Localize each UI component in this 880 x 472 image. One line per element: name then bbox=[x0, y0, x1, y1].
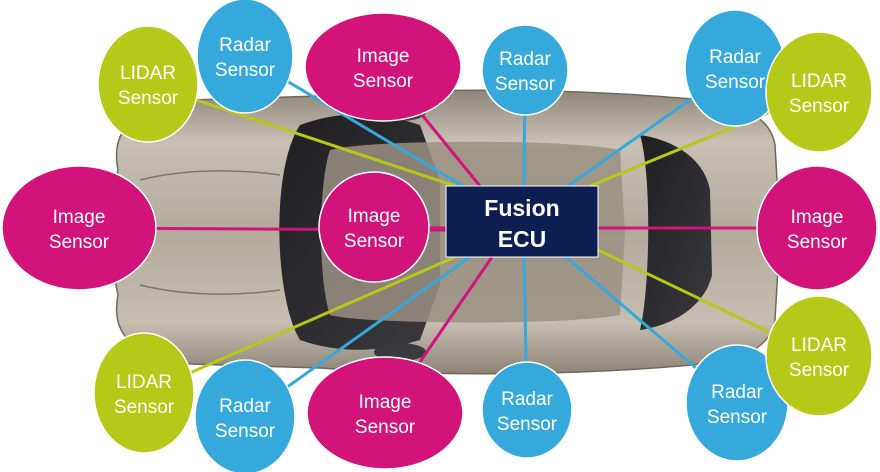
sensor-label-line1: Image bbox=[357, 46, 410, 67]
sensor-node-lidar-front-left: LIDAR Sensor bbox=[97, 25, 199, 143]
fusion-ecu-label-line2: ECU bbox=[498, 226, 547, 252]
sensor-label-line2: Sensor bbox=[114, 397, 175, 418]
sensor-label-line1: Image bbox=[348, 206, 401, 227]
sensor-node-image-rear: Image Sensor bbox=[306, 356, 464, 470]
sensor-node-radar-rear-center: Radar Sensor bbox=[481, 361, 573, 459]
sensor-label-line1: Radar bbox=[219, 396, 271, 417]
fusion-ecu-box: Fusion ECU bbox=[445, 185, 599, 258]
sensor-label-line1: Image bbox=[791, 207, 844, 228]
fusion-ecu-label-line1: Fusion bbox=[484, 195, 559, 221]
sensor-label-line2: Sensor bbox=[789, 360, 850, 381]
sensor-label-line2: Sensor bbox=[118, 88, 179, 109]
car-hood-line bbox=[139, 170, 281, 295]
sensor-label-line1: Radar bbox=[219, 35, 271, 56]
sensor-label-line1: LIDAR bbox=[791, 335, 847, 356]
sensor-ellipse-image-front-left bbox=[304, 12, 462, 122]
sensor-label-line2: Sensor bbox=[353, 71, 414, 92]
sensor-label-line1: Image bbox=[53, 207, 106, 228]
sensor-node-radar-front-left: Radar Sensor bbox=[196, 0, 294, 114]
sensor-label-line2: Sensor bbox=[355, 417, 416, 438]
sensor-ellipse-radar-front-left bbox=[196, 0, 294, 114]
sensor-label-line2: Sensor bbox=[49, 232, 110, 253]
sensor-ellipse-radar-front-center bbox=[481, 24, 569, 116]
sensor-node-lidar-front-right: LIDAR Sensor bbox=[765, 31, 873, 153]
sensor-node-radar-front-right: Radar Sensor bbox=[684, 9, 786, 127]
sensor-ellipse-lidar-front-left bbox=[97, 25, 199, 143]
connector-lidar-front-left bbox=[147, 82, 456, 188]
sensor-ellipse-lidar-front-right bbox=[765, 31, 873, 153]
sensor-label-line2: Sensor bbox=[215, 421, 276, 442]
sensor-ellipse-radar-rear-center bbox=[481, 361, 573, 459]
sensor-node-radar-rear-left: Radar Sensor bbox=[194, 359, 296, 472]
sensor-ellipse-radar-rear-left bbox=[194, 359, 296, 472]
sensor-ellipse-image-center bbox=[318, 171, 430, 283]
sensor-node-image-center: Image Sensor bbox=[318, 171, 430, 283]
sensor-label-line1: Radar bbox=[499, 49, 551, 70]
sensor-ellipse-image-rear bbox=[306, 356, 464, 470]
connector-lidar-rear-left bbox=[143, 255, 456, 395]
sensor-label-line1: Image bbox=[359, 392, 412, 413]
sensor-node-lidar-rear-left: LIDAR Sensor bbox=[93, 332, 195, 454]
sensor-ellipse-image-left bbox=[1, 165, 157, 291]
sensor-ellipse-lidar-rear-right bbox=[765, 295, 873, 417]
car-rear-window bbox=[640, 135, 712, 330]
sensor-node-lidar-rear-right: LIDAR Sensor bbox=[765, 295, 873, 417]
sensor-label-line1: LIDAR bbox=[791, 71, 847, 92]
sensor-label-line2: Sensor bbox=[707, 407, 768, 428]
sensor-label-line1: Radar bbox=[711, 382, 763, 403]
sensor-node-image-right: Image Sensor bbox=[756, 165, 878, 291]
sensor-node-image-front-left: Image Sensor bbox=[304, 12, 462, 122]
fusion-ecu-rect bbox=[445, 185, 599, 258]
sensor-label-line2: Sensor bbox=[495, 74, 556, 95]
sensor-label-line1: LIDAR bbox=[120, 63, 176, 84]
sensor-label-line1: LIDAR bbox=[116, 372, 172, 393]
sensor-label-line2: Sensor bbox=[789, 96, 850, 117]
sensor-label-line2: Sensor bbox=[497, 414, 558, 435]
sensor-ellipse-image-right bbox=[756, 165, 878, 291]
sensor-node-image-left: Image Sensor bbox=[1, 165, 157, 291]
sensor-label-line1: Radar bbox=[709, 47, 761, 68]
sensor-label-line2: Sensor bbox=[215, 60, 276, 81]
sensor-label-line2: Sensor bbox=[344, 231, 405, 252]
sensor-label-line1: Radar bbox=[501, 389, 553, 410]
sensor-label-line2: Sensor bbox=[787, 232, 848, 253]
sensor-label-line2: Sensor bbox=[705, 72, 766, 93]
sensor-node-radar-front-center: Radar Sensor bbox=[481, 24, 569, 116]
sensor-ellipse-lidar-rear-left bbox=[93, 332, 195, 454]
